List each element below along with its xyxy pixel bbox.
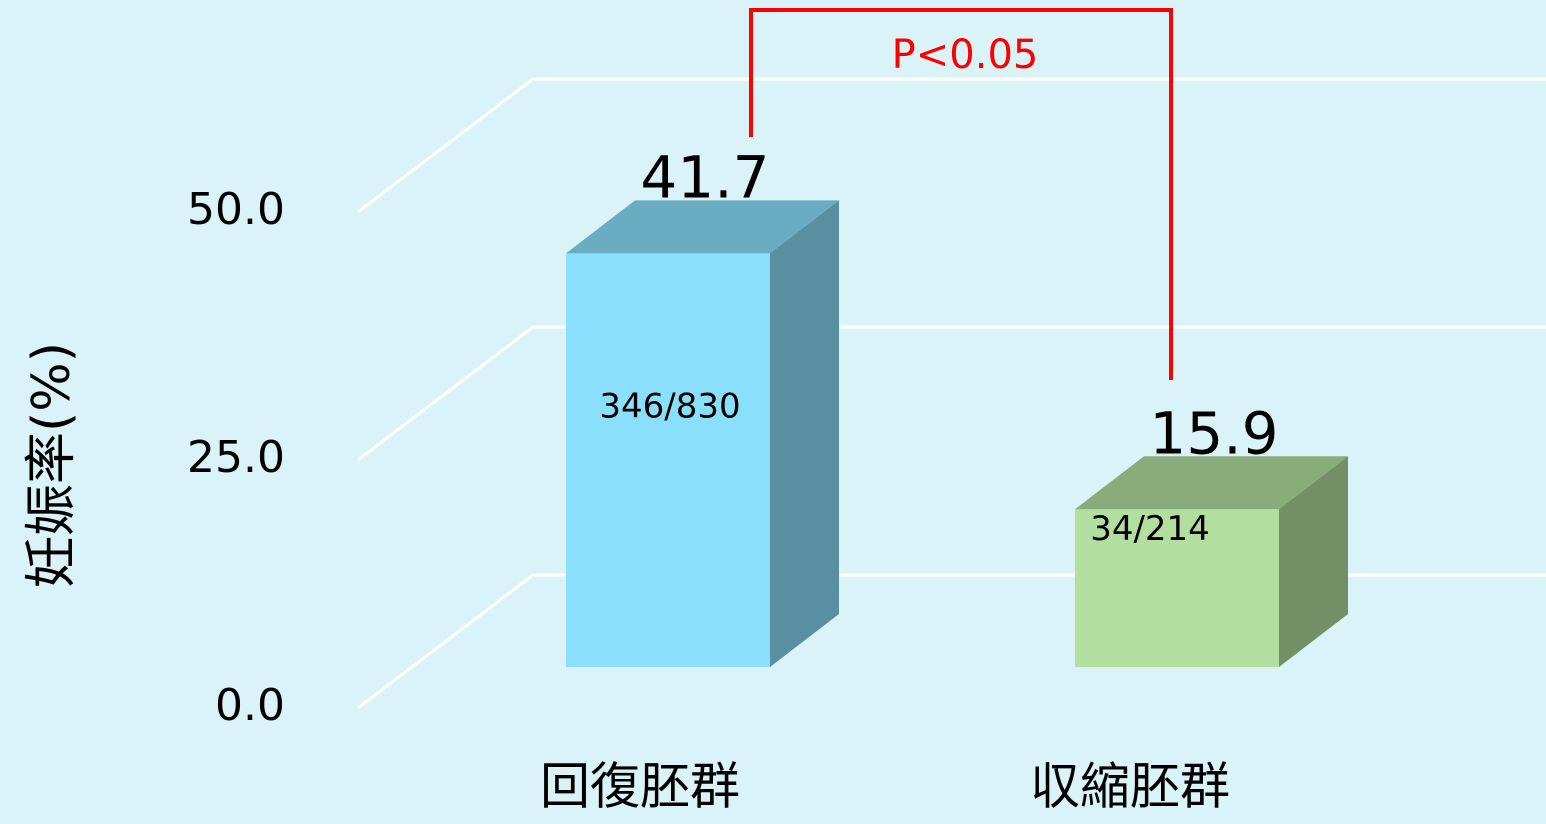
y-tick-label: 50.0 (187, 184, 285, 235)
significance-label: P<0.05 (892, 32, 1039, 78)
bar-front (566, 253, 770, 667)
bar-top (1075, 456, 1348, 510)
x-tick-label: 収縮胚群 (1030, 758, 1230, 816)
y-axis-label: 妊娠率(%) (22, 342, 82, 588)
value-label: 15.9 (1149, 399, 1278, 467)
bar-annotation: 346/830 (599, 387, 740, 427)
significance-bracket (749, 8, 1173, 380)
bar-front (1075, 509, 1279, 667)
bar-side (770, 200, 839, 667)
bar-top (566, 200, 839, 254)
x-tick-label: 回復胚群 (540, 758, 740, 816)
bar-annotation: 34/214 (1090, 509, 1210, 549)
y-tick-label: 0.0 (215, 680, 285, 731)
value-label: 41.7 (640, 143, 769, 211)
y-tick-label: 25.0 (187, 432, 285, 483)
grid-line (357, 77, 1546, 214)
bar-side (1279, 456, 1348, 667)
grid-line (357, 325, 1546, 462)
